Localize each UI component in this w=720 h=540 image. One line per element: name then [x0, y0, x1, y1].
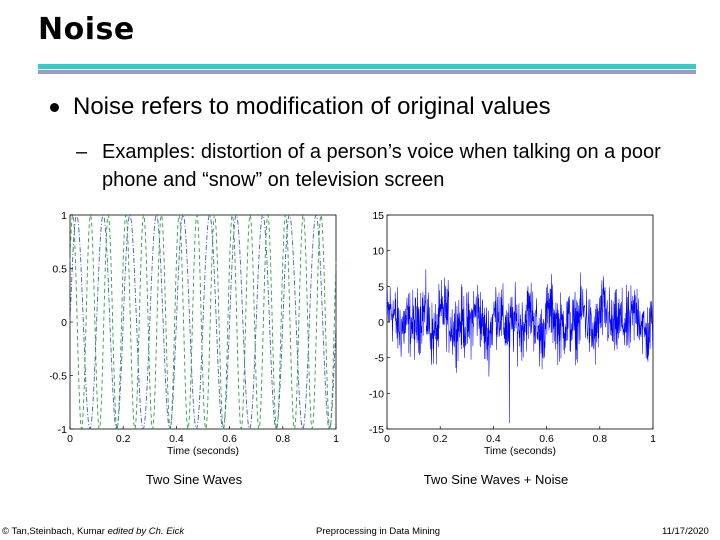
left-chart-xtick-label: 1	[333, 433, 339, 445]
chart-sine-waves-plus-noise-svg: 0 0.2 0.4 0.6 0.8 1 15 10 5 0 -5 -10 -15 Time (second…	[369, 210, 656, 457]
main-bullet-text: Noise refers to modification of original…	[73, 93, 551, 120]
footer-edited-by: edited by Ch. Eick	[107, 526, 185, 537]
left-chart-series-1	[69, 214, 337, 430]
right-chart-xtick-label: 1	[650, 433, 656, 445]
right-chart-ytick-label: -15	[369, 424, 384, 436]
right-chart-xtick-label: 0.4	[486, 433, 501, 445]
title-underline	[38, 64, 696, 75]
sub-bullet-text: Examples: distortion of a person’s voice…	[102, 141, 661, 191]
footer-authors: © Tan,Steinbach, Kumar	[2, 526, 108, 537]
chart-two-sine-waves: 0 0.2 0.4 0.6 0.8 1 1 0.5 0 -0.5 -1 Time (seconds)	[50, 207, 345, 457]
slide-title: Noise	[38, 12, 135, 47]
chart-two-sine-waves-svg: 0 0.2 0.4 0.6 0.8 1 1 0.5 0 -0.5 -1 Time (seconds)	[50, 210, 339, 457]
sub-bullet: – Examples: distortion of a person’s voi…	[76, 138, 692, 194]
chart-sine-waves-plus-noise: 0 0.2 0.4 0.6 0.8 1 15 10 5 0 -5 -10 -15 Time (second…	[365, 207, 660, 457]
left-chart-ytick-label: 0.5	[52, 264, 67, 276]
right-chart-xlabel: Time (seconds)	[484, 445, 556, 457]
sub-bullet-dash: –	[76, 141, 88, 163]
left-chart-xtick-label: 0.2	[116, 433, 131, 445]
main-bullet: Noise refers to modification of original…	[50, 93, 551, 121]
caption-two-sine-waves: Two Sine Waves	[145, 472, 243, 487]
right-chart-xtick-label: 0.8	[592, 433, 607, 445]
footer-copyright: © Tan,Steinbach, Kumar edited by Ch. Eic…	[2, 526, 184, 537]
right-chart-xtick-label: 0	[384, 433, 390, 445]
left-chart-xtick-label: 0.6	[222, 433, 237, 445]
right-chart-xtick-label: 0.6	[539, 433, 554, 445]
right-chart-ytick-label: 0	[378, 317, 384, 329]
bullet-dot-icon	[50, 102, 59, 112]
left-chart-ytick-label: -0.5	[50, 371, 67, 383]
left-chart-ytick-label: -1	[58, 424, 67, 436]
footer-date: 11/17/2020	[662, 526, 709, 537]
right-chart-ytick-label: -10	[369, 388, 384, 400]
title-underline-bottom	[38, 70, 696, 74]
left-chart-ytick-label: 1	[61, 210, 67, 222]
right-chart-ytick-label: -5	[375, 353, 384, 365]
right-chart-series-1	[386, 269, 654, 424]
left-chart-xtick-label: 0.4	[169, 433, 184, 445]
caption-sine-waves-plus-noise: Two Sine Waves + Noise	[423, 472, 569, 487]
right-chart-ytick-label: 15	[372, 210, 384, 222]
right-chart-ytick-label: 5	[378, 281, 384, 293]
left-chart-xtick-label: 0.8	[275, 433, 290, 445]
footer-course-title: Preprocessing in Data Mining	[316, 526, 441, 537]
left-chart-series-2	[69, 213, 337, 431]
title-underline-top	[38, 64, 696, 69]
left-chart-xlabel: Time (seconds)	[167, 445, 239, 457]
left-chart-plot-area	[69, 214, 337, 430]
right-chart-ytick-label: 10	[372, 246, 384, 258]
left-chart-xtick-label: 0	[67, 433, 73, 445]
left-chart-ytick-label: 0	[61, 317, 67, 329]
right-chart-xtick-label: 0.2	[433, 433, 448, 445]
